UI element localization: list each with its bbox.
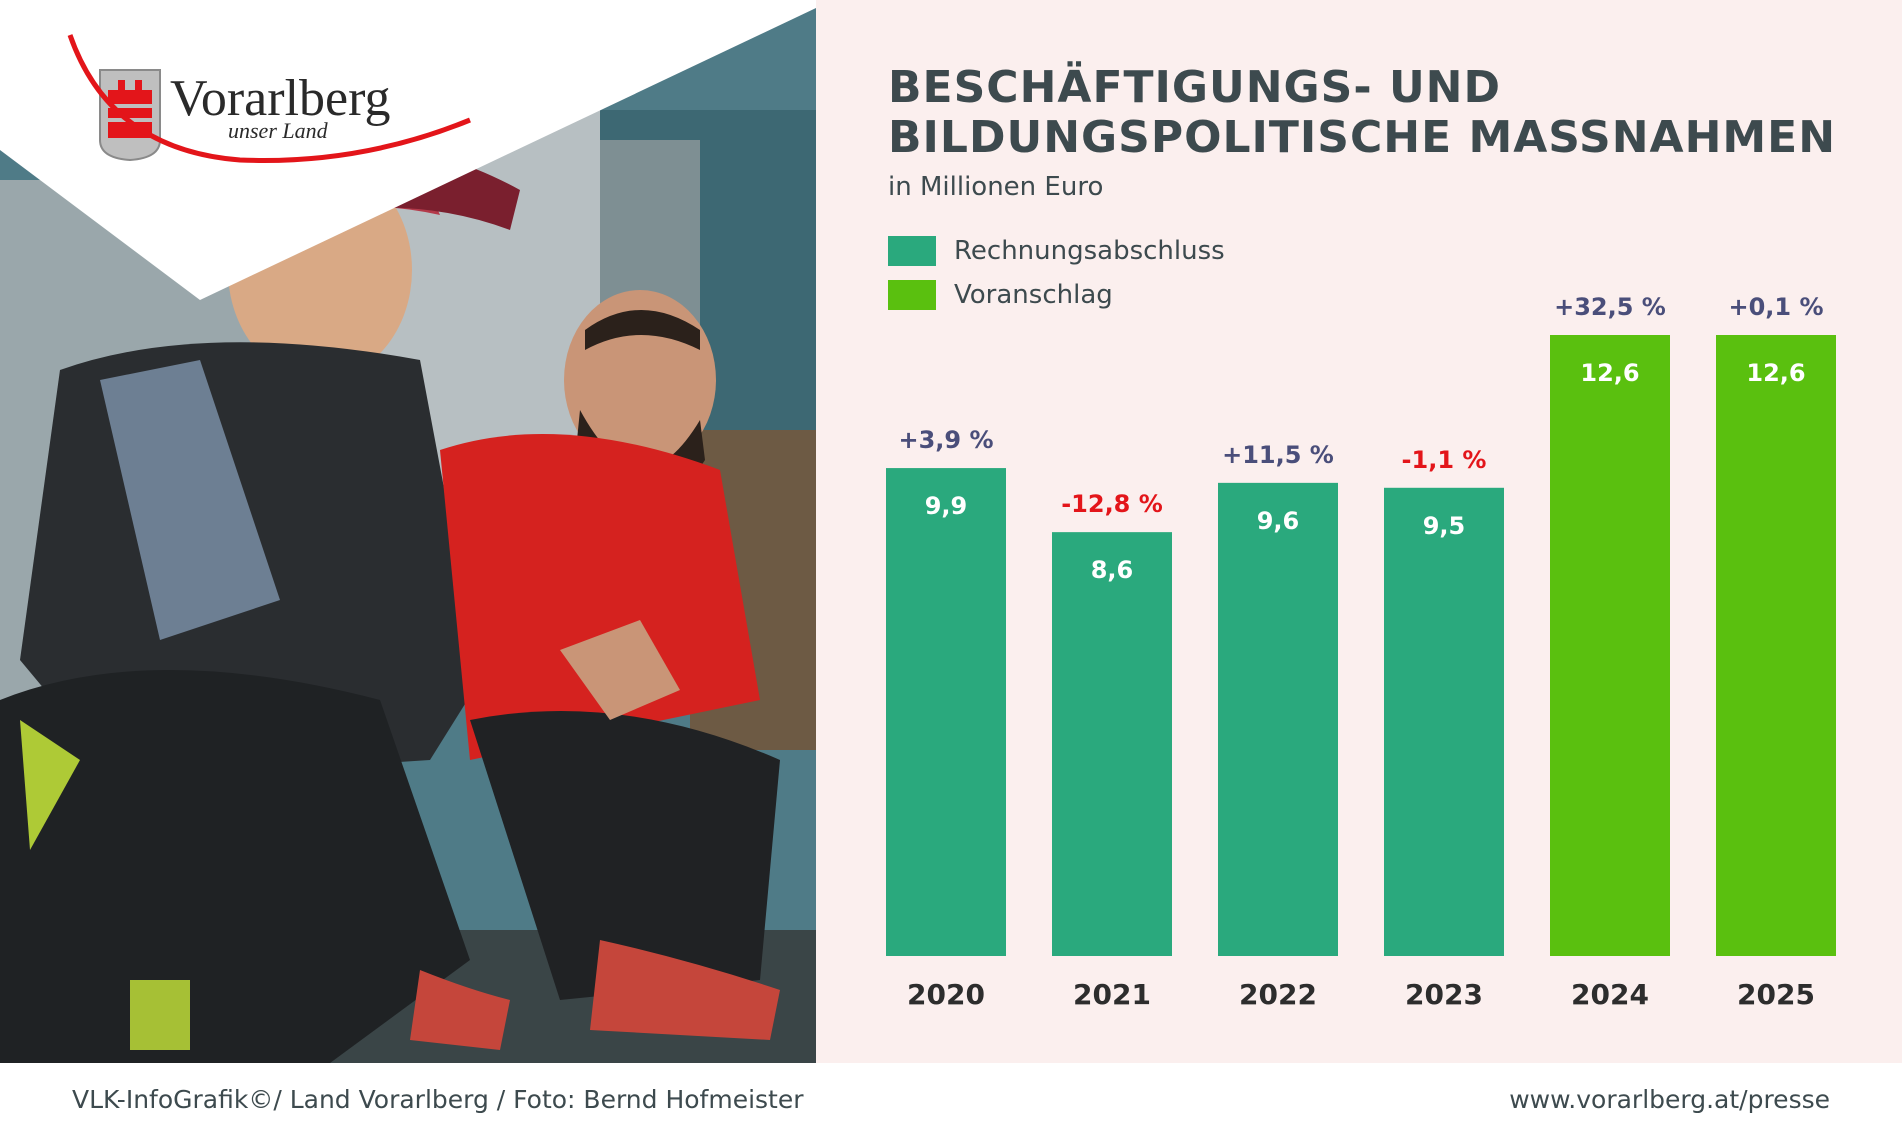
logo-name: Vorarlberg bbox=[170, 70, 390, 127]
bar-2022 bbox=[1218, 482, 1338, 956]
x-tick-label: 2022 bbox=[1239, 978, 1317, 1011]
x-tick-label: 2023 bbox=[1405, 978, 1483, 1011]
logo-tagline: unser Land bbox=[228, 118, 329, 143]
bar-2020 bbox=[886, 468, 1006, 956]
chart-panel: BESCHÄFTIGUNGS- UND BILDUNGSPOLITISCHE M… bbox=[816, 0, 1902, 1063]
bar-change-label: -12,8 % bbox=[1061, 490, 1163, 518]
legend-swatch-budget bbox=[888, 280, 936, 310]
x-tick-label: 2024 bbox=[1571, 978, 1649, 1011]
bar-value-label: 12,6 bbox=[1580, 359, 1639, 387]
bar-2021 bbox=[1052, 532, 1172, 956]
logo-corner: Vorarlberg unser Land bbox=[0, 0, 816, 360]
bar-value-label: 9,6 bbox=[1257, 507, 1300, 535]
chart-subtitle: in Millionen Euro bbox=[888, 172, 1104, 202]
logo-graphic: Vorarlberg unser Land bbox=[0, 0, 816, 300]
bar-change-label: -1,1 % bbox=[1402, 446, 1487, 474]
bar-value-label: 8,6 bbox=[1091, 556, 1134, 584]
bar-2023 bbox=[1384, 487, 1504, 956]
chart-title-line-1: BESCHÄFTIGUNGS- UND bbox=[888, 62, 1502, 113]
legend-label-budget: Voranschlag bbox=[954, 280, 1113, 310]
photo-panel: Vorarlberg unser Land bbox=[0, 0, 816, 1063]
bar-change-label: +11,5 % bbox=[1222, 441, 1334, 469]
footer: VLK-InfoGrafik©/ Land Vorarlberg / Foto:… bbox=[0, 1063, 1902, 1135]
x-tick-label: 2021 bbox=[1073, 978, 1151, 1011]
legend-swatch-actual bbox=[888, 236, 936, 266]
bar-value-label: 12,6 bbox=[1746, 359, 1805, 387]
footer-credit: VLK-InfoGrafik©/ Land Vorarlberg / Foto:… bbox=[72, 1085, 804, 1114]
bar-change-label: +3,9 % bbox=[898, 426, 993, 454]
bar-change-label: +0,1 % bbox=[1728, 293, 1823, 321]
x-tick-label: 2025 bbox=[1737, 978, 1815, 1011]
bar-2024 bbox=[1550, 335, 1670, 956]
coat-of-arms-icon bbox=[99, 69, 161, 162]
bar-value-label: 9,5 bbox=[1423, 512, 1466, 540]
bar-2025 bbox=[1716, 335, 1836, 956]
bar-change-label: +32,5 % bbox=[1554, 293, 1666, 321]
bar-chart: 9,9 +3,9 % 2020 8,6 -12,8 % 2021 9,6 +11,5 % 202… bbox=[886, 293, 1836, 1011]
footer-url[interactable]: www.vorarlberg.at/presse bbox=[1509, 1085, 1830, 1114]
x-tick-label: 2020 bbox=[907, 978, 985, 1011]
chart-title-line-2: BILDUNGSPOLITISCHE MASSNAHMEN bbox=[888, 112, 1837, 163]
legend-item-actual: Rechnungsabschluss bbox=[888, 236, 1225, 266]
bar-value-label: 9,9 bbox=[925, 492, 968, 520]
legend-item-budget: Voranschlag bbox=[888, 280, 1113, 310]
legend-label-actual: Rechnungsabschluss bbox=[954, 236, 1225, 266]
